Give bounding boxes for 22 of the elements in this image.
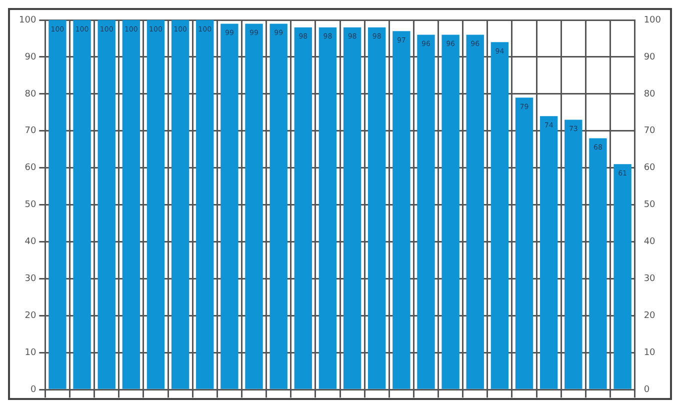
y2-tick-label: 0 [644, 384, 650, 395]
y-tick-label: 30 [24, 274, 36, 284]
y2-tick-label: 40 [644, 237, 656, 248]
y-tick-label: 70 [24, 126, 36, 136]
y2-tick-label: 70 [644, 126, 656, 136]
y-tick-label: 90 [24, 52, 36, 62]
y2-tick-label: 90 [644, 52, 656, 62]
y-tick-label: 10 [24, 348, 36, 358]
y2-tick-label: 80 [644, 89, 656, 100]
y-tick-label: 40 [24, 237, 36, 248]
y-tick-label: 50 [24, 200, 36, 210]
y2-tick-label: 20 [644, 311, 656, 322]
y2-tick-label: 10 [644, 348, 656, 358]
y-tick-label: 60 [24, 163, 36, 174]
y-tick-label: 100 [18, 15, 36, 26]
y-tick-label: 0 [30, 384, 36, 395]
y2-tick-label: 60 [644, 163, 656, 174]
y-tick-label: 80 [24, 89, 36, 100]
y-tick-label: 20 [24, 311, 36, 322]
y2-tick-label: 30 [644, 274, 656, 284]
y2-tick-label: 50 [644, 200, 656, 210]
y2-tick-label: 100 [644, 15, 662, 26]
